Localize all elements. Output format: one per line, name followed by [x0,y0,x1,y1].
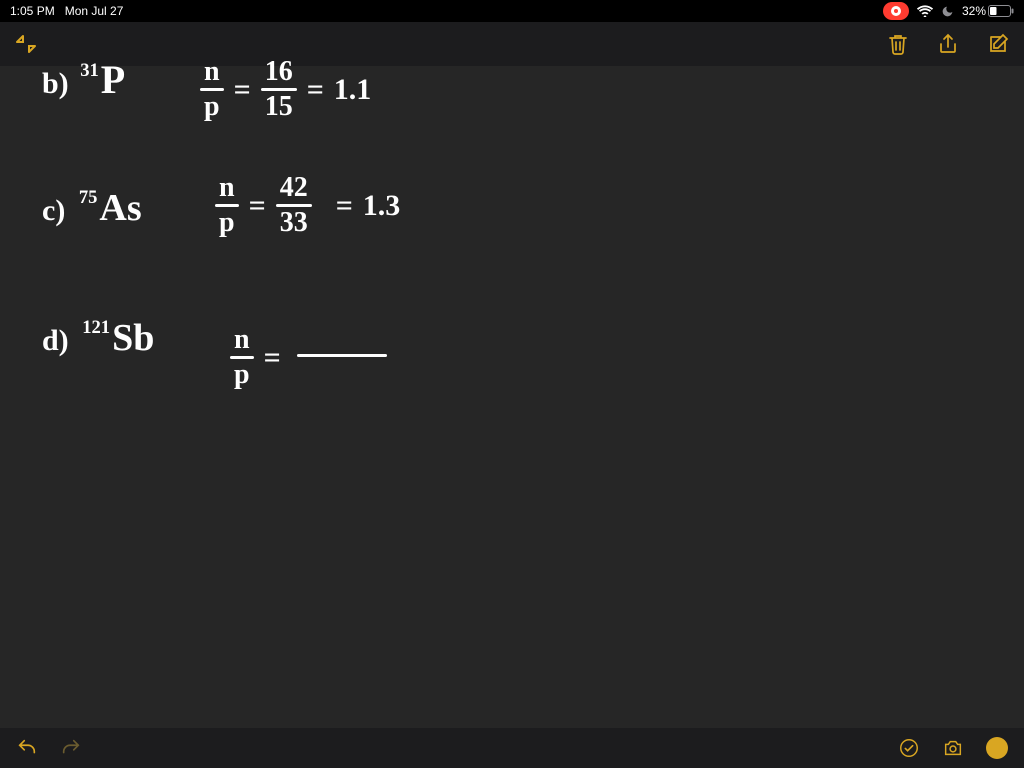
trash-icon[interactable] [886,32,910,56]
collapse-icon[interactable] [14,32,38,56]
item-c-label: c) 75As [42,186,142,230]
status-right: 32% [883,2,1014,20]
status-left: 1:05 PM Mon Jul 27 [10,4,123,18]
handwriting-canvas[interactable]: b) 31P n p = 16 15 = 1.1 c) 75As n p = 4… [0,66,1024,728]
redo-icon[interactable] [60,737,82,759]
status-date: Mon Jul 27 [65,4,124,18]
battery-percent: 32% [962,4,986,18]
share-icon[interactable] [936,32,960,56]
note-toolbar [0,22,1024,66]
pen-color-dot[interactable] [986,737,1008,759]
item-d-equation: n p = [230,326,387,389]
screen-recording-indicator[interactable] [883,2,909,20]
status-time: 1:05 PM [10,4,55,18]
do-not-disturb-icon [941,5,954,18]
status-bar: 1:05 PM Mon Jul 27 32% [0,0,1024,22]
battery-indicator: 32% [962,4,1014,18]
undo-icon[interactable] [16,737,38,759]
item-b-equation: n p = 16 15 = 1.1 [200,58,371,121]
item-d-label: d) 121Sb [42,316,154,360]
bottom-toolbar [0,728,1024,768]
item-c-equation: n p = 42 33 = 1.3 [215,174,400,237]
battery-icon [988,5,1014,17]
record-icon [891,6,901,16]
blank-line [297,354,387,357]
compose-icon[interactable] [986,32,1010,56]
wifi-icon [917,5,933,17]
camera-icon[interactable] [942,737,964,759]
item-b-label: b) 31P [42,56,125,103]
check-circle-icon[interactable] [898,737,920,759]
